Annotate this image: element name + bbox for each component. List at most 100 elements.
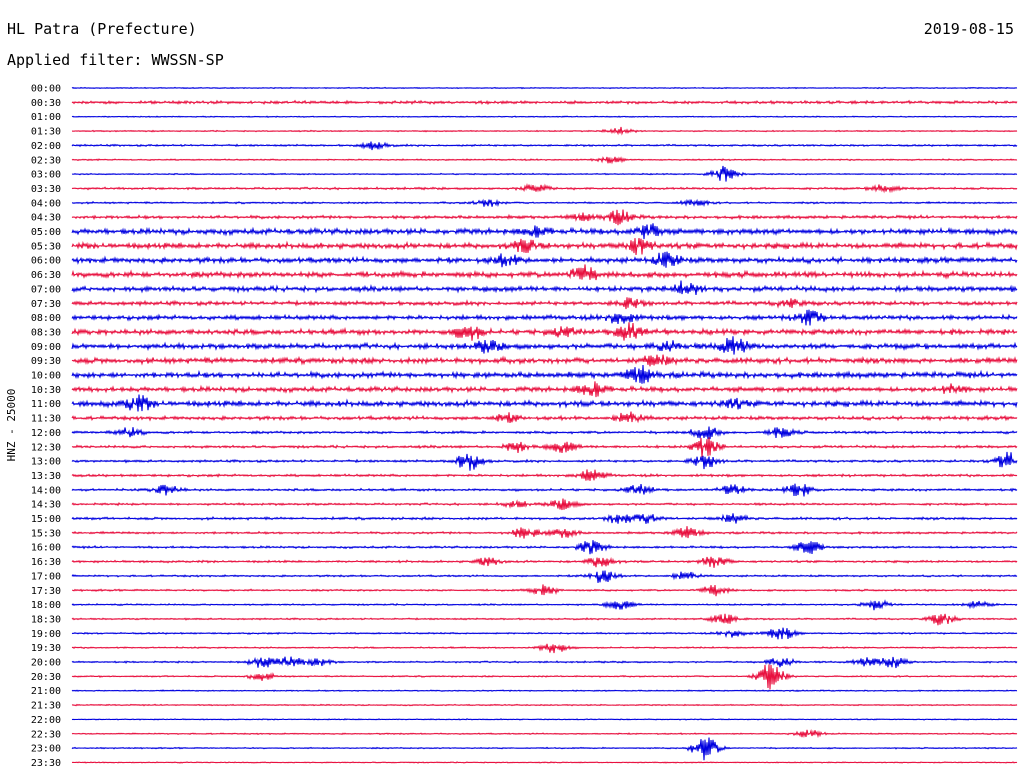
trace-1530 — [71, 526, 1018, 539]
row-time-label: 13:30 — [31, 471, 61, 482]
row-time-label: 06:30 — [31, 270, 61, 281]
row-time-label: 03:30 — [31, 184, 61, 195]
trace-0830 — [71, 322, 1018, 341]
row-time-label: 17:30 — [31, 586, 61, 597]
row-time-label: 21:00 — [31, 686, 61, 697]
row-time-label: 09:00 — [31, 342, 61, 353]
row-time-label: 18:30 — [31, 614, 61, 625]
trace-0000 — [71, 86, 1018, 90]
trace-0100 — [71, 115, 1018, 118]
row-time-label: 12:30 — [31, 442, 61, 453]
row-time-label: 13:00 — [31, 457, 61, 468]
trace-0230 — [71, 156, 1018, 165]
row-time-label: 08:00 — [31, 313, 61, 324]
trace-1830 — [71, 613, 1018, 626]
trace-2200 — [71, 718, 1018, 721]
row-time-label: 20:30 — [31, 672, 61, 683]
row-time-label: 08:30 — [31, 327, 61, 338]
trace-2130 — [71, 703, 1018, 707]
row-time-label: 02:00 — [31, 141, 61, 152]
row-time-label: 16:00 — [31, 543, 61, 554]
trace-2030 — [71, 664, 1018, 690]
trace-0700 — [71, 280, 1018, 296]
trace-1230 — [71, 437, 1018, 458]
trace-0730 — [71, 297, 1018, 310]
trace-2330 — [71, 761, 1018, 764]
filter-line: Applied filter: WWSSN-SP — [7, 51, 224, 69]
trace-0900 — [71, 336, 1018, 355]
trace-2300 — [71, 737, 1018, 761]
trace-1030 — [71, 381, 1018, 398]
trace-1600 — [71, 540, 1018, 555]
row-time-label: 06:00 — [31, 256, 61, 267]
row-time-label: 12:00 — [31, 428, 61, 439]
trace-1400 — [71, 483, 1018, 497]
row-time-label: 14:00 — [31, 485, 61, 496]
row-time-label: 05:30 — [31, 241, 61, 252]
row-time-label: 21:30 — [31, 701, 61, 712]
trace-1900 — [71, 627, 1018, 640]
trace-0400 — [71, 198, 1018, 208]
trace-0930 — [71, 354, 1018, 367]
trace-1930 — [71, 643, 1018, 654]
trace-1100 — [71, 394, 1018, 412]
trace-1730 — [71, 584, 1018, 597]
row-time-label: 23:30 — [31, 758, 61, 769]
row-time-label: 18:00 — [31, 600, 61, 611]
trace-rows: 00:00 00:30 01:00 01:30 02:00 02:30 03:00 03:30… — [31, 84, 1018, 769]
trace-1700 — [71, 570, 1018, 583]
trace-0430 — [71, 209, 1018, 226]
trace-0200 — [71, 141, 1018, 151]
trace-1330 — [71, 469, 1018, 481]
trace-0300 — [71, 165, 1018, 182]
row-time-label: 23:00 — [31, 744, 61, 755]
row-time-label: 07:30 — [31, 299, 61, 310]
trace-2000 — [71, 656, 1018, 669]
trace-1300 — [71, 451, 1018, 471]
row-time-label: 15:30 — [31, 528, 61, 539]
row-time-label: 22:30 — [31, 729, 61, 740]
filter-value: WWSSN-SP — [151, 51, 224, 69]
row-time-label: 20:00 — [31, 658, 61, 669]
row-time-label: 14:30 — [31, 500, 61, 511]
row-time-label: 17:00 — [31, 571, 61, 582]
date-label: 2019-08-15 — [923, 20, 1014, 38]
row-time-label: 16:30 — [31, 557, 61, 568]
row-time-label: 10:00 — [31, 371, 61, 382]
row-time-label: 19:00 — [31, 629, 61, 640]
trace-0500 — [71, 223, 1018, 240]
trace-0030 — [71, 99, 1018, 106]
row-time-label: 00:00 — [31, 84, 61, 95]
row-time-label: 11:30 — [31, 414, 61, 425]
row-time-label: 02:30 — [31, 155, 61, 166]
row-time-label: 04:30 — [31, 213, 61, 224]
row-time-label: 03:00 — [31, 170, 61, 181]
trace-0330 — [71, 182, 1018, 194]
row-time-label: 01:00 — [31, 112, 61, 123]
y-axis-label: HNZ - 25000 — [5, 389, 18, 462]
trace-1800 — [71, 599, 1018, 611]
trace-0530 — [71, 237, 1018, 256]
row-time-label: 00:30 — [31, 98, 61, 109]
trace-0800 — [71, 309, 1018, 326]
trace-0630 — [71, 264, 1018, 281]
row-time-label: 19:30 — [31, 643, 61, 654]
trace-2100 — [71, 689, 1018, 693]
trace-0130 — [71, 126, 1018, 136]
row-time-label: 10:30 — [31, 385, 61, 396]
trace-1000 — [71, 365, 1018, 384]
trace-1130 — [71, 411, 1018, 424]
row-time-label: 07:00 — [31, 284, 61, 295]
row-time-label: 11:00 — [31, 399, 61, 410]
row-time-label: 09:30 — [31, 356, 61, 367]
row-time-label: 15:00 — [31, 514, 61, 525]
trace-2230 — [71, 728, 1018, 739]
row-time-label: 22:00 — [31, 715, 61, 726]
trace-1430 — [71, 498, 1018, 511]
trace-1500 — [71, 513, 1018, 524]
filter-label: Applied filter: — [7, 51, 143, 69]
row-time-label: 04:00 — [31, 198, 61, 209]
trace-0600 — [71, 251, 1018, 268]
row-time-label: 05:00 — [31, 227, 61, 238]
